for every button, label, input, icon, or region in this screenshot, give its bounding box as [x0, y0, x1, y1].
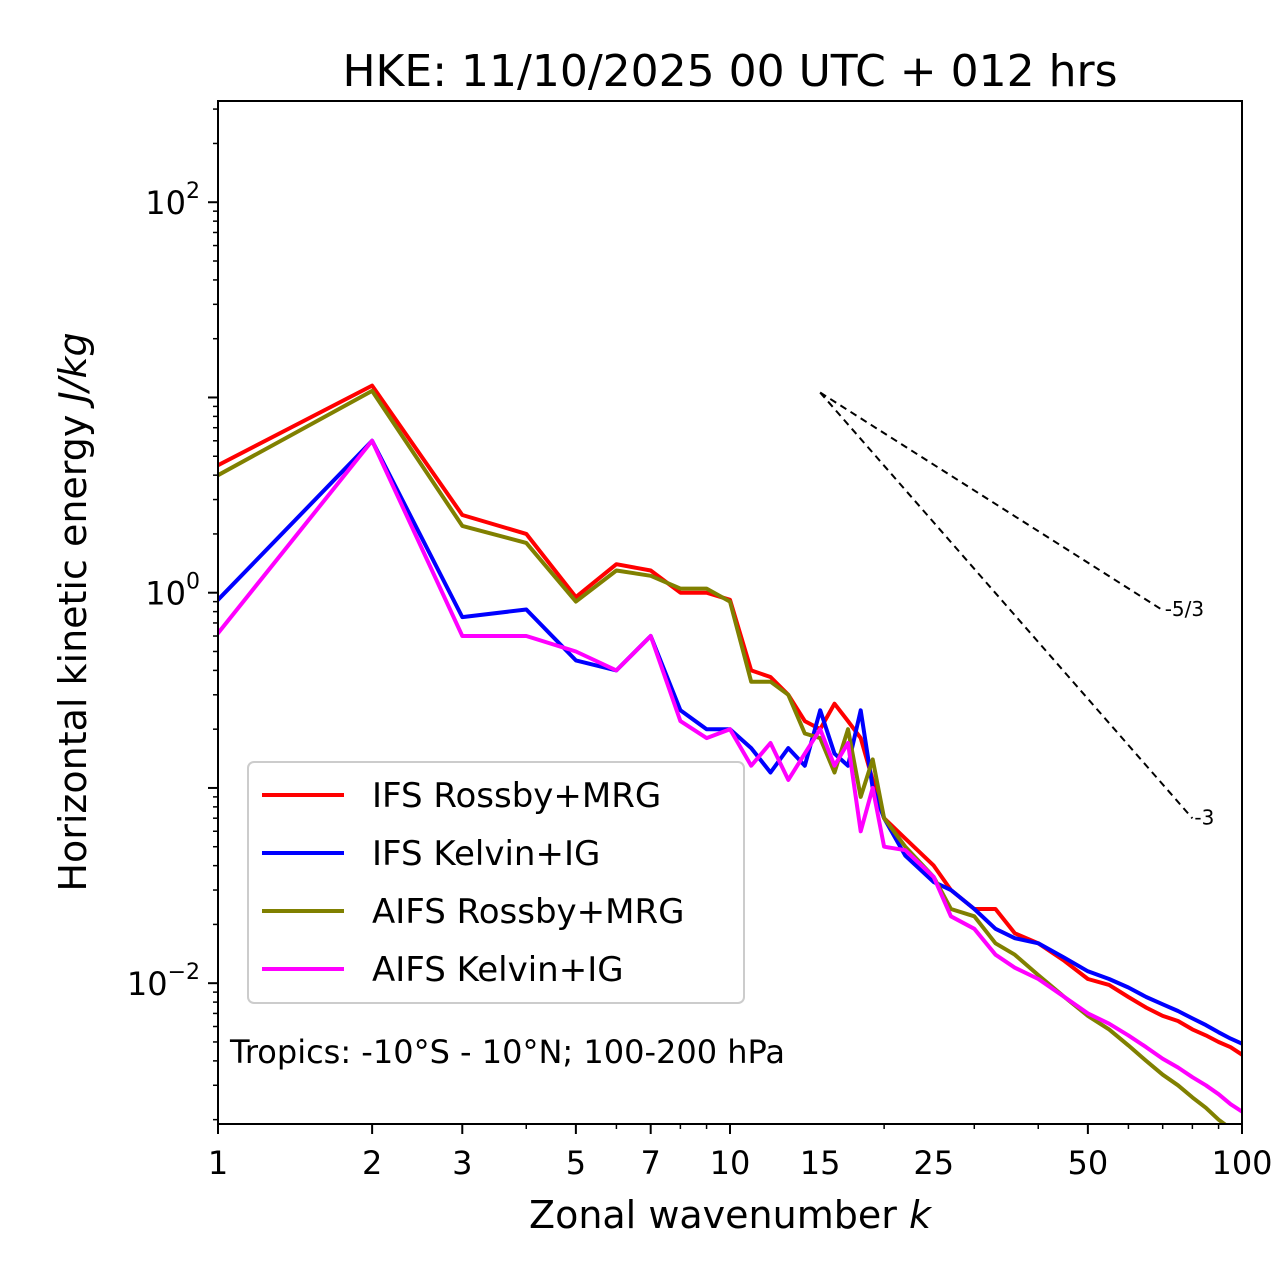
slope-label-5-3: -5/3: [1165, 597, 1204, 621]
series-layer: [218, 383, 1242, 1124]
y-tick-label: 102: [145, 179, 200, 222]
legend-box: [247, 761, 745, 1004]
y-axis-label: Horizontal kinetic energy J/kg: [51, 332, 95, 891]
x-tick-label: 7: [641, 1144, 661, 1182]
legend-label-ifs-kelvin-ig: IFS Kelvin+IG: [372, 834, 600, 874]
region-annotation: Tropics: -10°S - 10°N; 100-200 hPa: [229, 1033, 785, 1071]
legend-entries: IFS Rossby+MRG IFS Kelvin+IG AIFS Rossby+M…: [262, 776, 684, 990]
chart-title: HKE: 11/10/2025 00 UTC + 012 hrs: [342, 46, 1117, 97]
x-tick-label: 100: [1211, 1144, 1272, 1182]
y-axis-ticks: 102 100 10−2: [127, 108, 218, 1121]
y-tick-label: 10−2: [127, 960, 200, 1003]
series-line-aifs-rossby-mrg: [218, 388, 1228, 1124]
reference-slopes: -5/3 -3: [819, 391, 1214, 829]
x-axis-label-var: k: [909, 1193, 933, 1237]
x-tick-label: 25: [913, 1144, 954, 1182]
legend-label-aifs-kelvin-ig: AIFS Kelvin+IG: [372, 950, 624, 990]
x-tick-label: 50: [1068, 1144, 1109, 1182]
x-axis-label: Zonal wavenumber k: [529, 1193, 933, 1237]
x-tick-label: 5: [566, 1144, 586, 1182]
legend-label-aifs-rossby-mrg: AIFS Rossby+MRG: [372, 892, 684, 932]
x-tick-label: 10: [710, 1144, 751, 1182]
x-tick-label: 15: [800, 1144, 841, 1182]
x-tick-label: 1: [208, 1144, 228, 1182]
y-tick-label: 100: [145, 570, 200, 613]
x-axis-ticks: 1 2 3 5 7 10 15 25 50 100: [208, 1124, 1273, 1182]
x-axis-label-text: Zonal wavenumber: [529, 1193, 897, 1237]
x-tick-label: 2: [362, 1144, 382, 1182]
slope-line-5-3: [819, 391, 1164, 612]
slope-line-3: [819, 391, 1194, 820]
y-axis-label-text: Horizontal kinetic energy: [51, 415, 95, 892]
legend: IFS Rossby+MRG IFS Kelvin+IG AIFS Rossby+M…: [247, 761, 745, 1004]
series-line-aifs-kelvin-ig: [218, 438, 1242, 1114]
legend-label-ifs-rossby-mrg: IFS Rossby+MRG: [372, 776, 661, 816]
slope-label-3: -3: [1194, 805, 1214, 829]
x-tick-label: 3: [452, 1144, 472, 1182]
y-axis-label-units: J/kg: [51, 332, 95, 409]
